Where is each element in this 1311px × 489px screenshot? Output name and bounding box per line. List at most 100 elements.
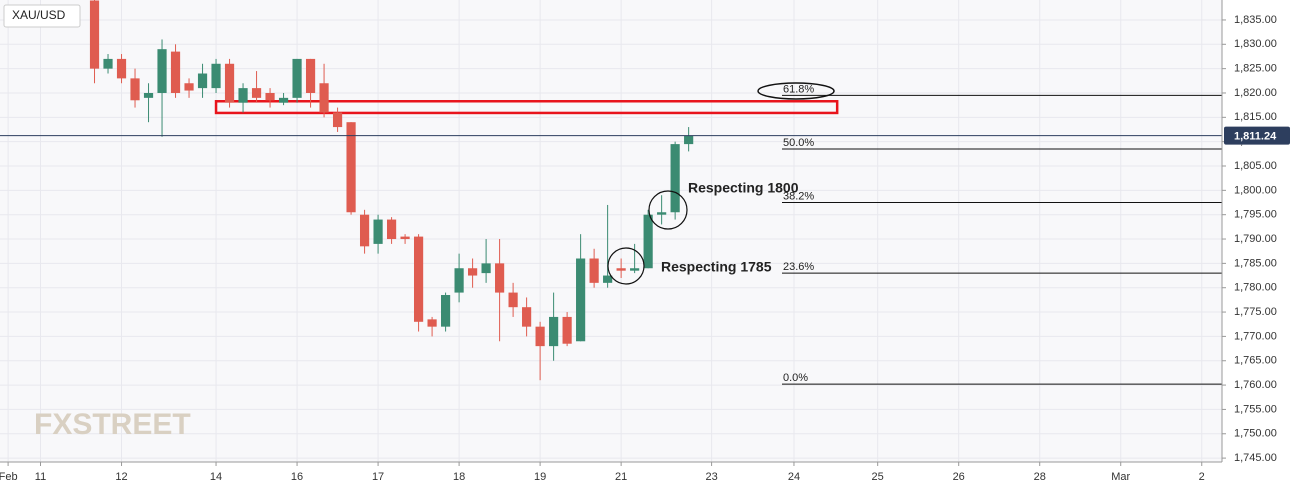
price-axis-bg xyxy=(1222,0,1311,489)
x-tick-label: 2 xyxy=(1199,471,1205,483)
candle-body xyxy=(562,316,572,344)
candle-body xyxy=(589,258,599,283)
y-tick-label: 1,825.00 xyxy=(1234,63,1277,75)
x-tick-label: 17 xyxy=(372,471,384,483)
candle-body xyxy=(535,326,545,347)
candle-body xyxy=(89,0,100,69)
candle-body xyxy=(684,135,694,145)
y-tick-label: 1,755.00 xyxy=(1234,403,1277,415)
x-tick-label: 25 xyxy=(872,471,884,483)
candle-body xyxy=(319,83,329,113)
x-tick-label: 14 xyxy=(210,471,222,483)
x-tick-label: 26 xyxy=(953,471,965,483)
candle-body xyxy=(549,316,559,347)
y-tick-label: 1,835.00 xyxy=(1234,14,1277,26)
y-tick-label: 1,830.00 xyxy=(1234,38,1277,50)
candle-body xyxy=(197,73,208,89)
y-tick-label: 1,805.00 xyxy=(1234,160,1277,172)
candle-body xyxy=(238,88,248,103)
candle-body xyxy=(386,219,397,240)
candle-body xyxy=(373,219,383,244)
candle-body xyxy=(130,78,140,101)
highlight-circle xyxy=(648,190,688,230)
candle-body xyxy=(576,258,586,342)
x-tick-label: 11 xyxy=(35,471,46,483)
candle-body xyxy=(643,214,653,269)
y-tick-label: 1,765.00 xyxy=(1234,355,1277,367)
fib-label: 38.2% xyxy=(783,190,814,202)
candle-body xyxy=(400,236,410,240)
x-tick-label: 28 xyxy=(1034,471,1046,483)
candle-body xyxy=(143,92,154,98)
candle-body xyxy=(413,236,424,322)
fib-label: 0.0% xyxy=(783,372,808,384)
candle-body xyxy=(211,63,221,89)
candle-body xyxy=(670,144,680,213)
y-tick-label: 1,820.00 xyxy=(1234,87,1277,99)
candle-body xyxy=(346,122,356,213)
candle-body xyxy=(657,212,667,215)
x-tick-label: 12 xyxy=(115,471,127,483)
y-tick-label: 1,760.00 xyxy=(1234,379,1277,391)
candle-body xyxy=(468,268,478,276)
candle-body xyxy=(157,49,167,93)
last-price-box xyxy=(1224,126,1290,145)
last-price-label: 1,811.24 xyxy=(1234,131,1277,143)
fib-ellipse xyxy=(757,82,835,100)
candle-body xyxy=(251,88,262,98)
candle-body xyxy=(522,307,532,327)
x-tick-label: 18 xyxy=(453,471,465,483)
fib-label: 23.6% xyxy=(783,261,814,273)
candle-body xyxy=(116,58,127,79)
y-tick-label: 1,750.00 xyxy=(1234,428,1277,440)
candle-body xyxy=(265,92,275,101)
candle-body xyxy=(508,292,518,308)
candle-body xyxy=(427,319,437,327)
candle-body xyxy=(184,83,194,91)
fib-label: 61.8% xyxy=(783,83,814,95)
candle-body xyxy=(616,268,626,271)
candle-body xyxy=(292,58,302,98)
candle-body xyxy=(103,58,113,69)
plot-background xyxy=(0,0,1222,462)
candle-body xyxy=(170,51,181,93)
x-tick-label: 16 xyxy=(291,471,303,483)
candle-body xyxy=(441,295,451,327)
x-tick-label: Mar xyxy=(1111,471,1130,483)
candle-body xyxy=(278,97,289,103)
symbol: XAU/USD xyxy=(12,8,66,22)
y-tick-label: 1,795.00 xyxy=(1234,209,1277,221)
x-tick-label: 24 xyxy=(788,471,800,483)
annotation: Respecting 1800 xyxy=(688,180,799,196)
x-tick-label: 19 xyxy=(534,471,546,483)
y-tick-label: 1,770.00 xyxy=(1234,330,1277,342)
candle-body xyxy=(454,268,464,293)
symbol-box xyxy=(3,4,81,28)
y-tick-label: 1,775.00 xyxy=(1234,306,1277,318)
candle-body xyxy=(495,263,505,293)
resistance-zone xyxy=(214,100,839,115)
candle-body xyxy=(332,112,343,128)
x-tick-label: Feb xyxy=(0,471,18,483)
y-tick-label: 1,790.00 xyxy=(1234,233,1277,245)
x-tick-label: 23 xyxy=(705,471,717,483)
y-tick-label: 1,780.00 xyxy=(1234,282,1277,294)
candle-body xyxy=(630,268,640,271)
y-tick-label: 1,785.00 xyxy=(1234,257,1277,269)
candles xyxy=(0,0,1222,381)
y-tick-label: 1,800.00 xyxy=(1234,184,1277,196)
highlight-circle xyxy=(607,247,645,285)
annotation: Respecting 1785 xyxy=(661,259,772,275)
y-tick-label: 1,745.00 xyxy=(1234,452,1277,464)
candle-body xyxy=(359,214,370,247)
watermark: FXSTREET xyxy=(34,408,191,441)
y-tick-label: 1,815.00 xyxy=(1234,111,1277,123)
candle-body xyxy=(224,63,235,103)
axes: 1,745.00 1,750.00 1,755.00 1,760.00 1,765.00… xyxy=(0,14,1290,483)
time-axis-bg xyxy=(0,462,1222,489)
candle-body xyxy=(603,275,613,283)
fib-label: 50.0% xyxy=(783,137,814,149)
x-tick-label: 21 xyxy=(615,471,627,483)
fib-levels: 61.8% 50.0% 38.2% 23.6% 0.0% xyxy=(214,83,1222,385)
